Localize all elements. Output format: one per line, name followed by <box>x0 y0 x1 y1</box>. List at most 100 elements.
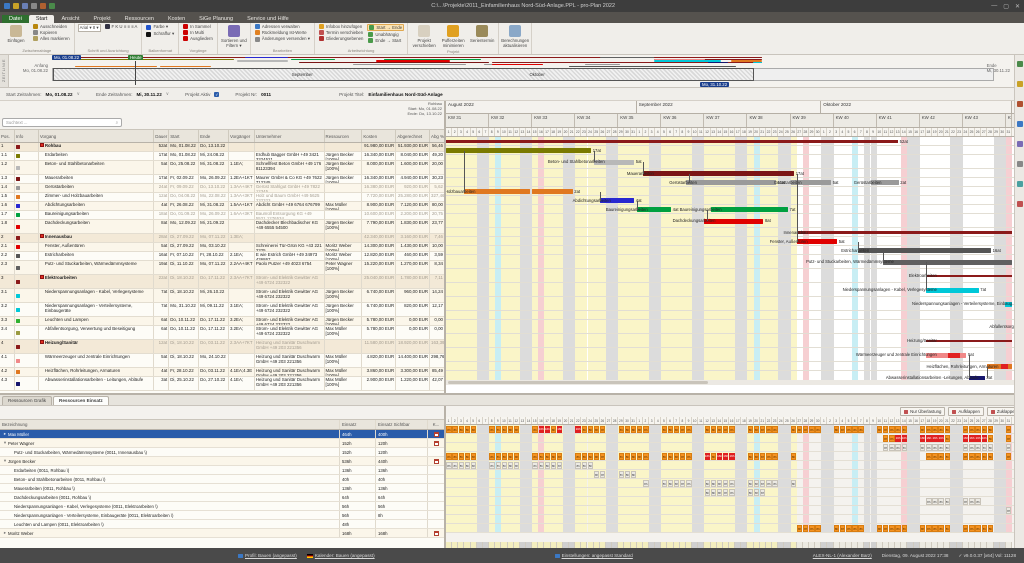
heatmap-hours-cell[interactable]: 8h <box>803 426 809 433</box>
costs-icon[interactable] <box>1016 161 1023 167</box>
heatmap-hours-cell[interactable]: 8h <box>981 453 987 460</box>
gantt-bar-1.7[interactable] <box>710 207 789 212</box>
heatmap-hours-cell[interactable]: 8h <box>513 453 520 460</box>
heatmap-hours-cell[interactable]: 8h <box>963 525 969 532</box>
heatmap-hours-cell[interactable]: 8h <box>889 444 895 451</box>
heatmap-overload-cell[interactable]: 16h <box>963 435 969 442</box>
expander-icon[interactable]: ▸ <box>3 431 7 436</box>
gantt-horizontal-scrollbar[interactable] <box>446 380 1024 385</box>
timeline-heute-badge[interactable]: Heute <box>128 55 144 60</box>
warnings-icon[interactable] <box>1016 201 1023 207</box>
task-row-4.3[interactable]: 4.3 Abwasserinstallationsarbeiten - Leitu… <box>0 377 444 391</box>
timeline-selection-end-badge[interactable]: Mo, 31.10.22 <box>700 82 730 87</box>
heatmap-row[interactable]: 8h 8h 8h 8h 8h 8h 8h 8h 8h 8h 8h 8h 8h 8h 8h <box>446 443 1024 452</box>
gantt-row-2.2[interactable] <box>446 246 1024 255</box>
task-row-1.5[interactable]: 1.5 Zimmer- und Holzbauarbeiten 12at Do, 04… <box>0 193 444 202</box>
heatmap-overload-cell[interactable]: 16h <box>723 453 729 460</box>
panel-tab-ressourcen-einsatz[interactable]: Ressourcen Einsatz <box>53 396 109 405</box>
heatmap-hours-cell[interactable]: 8h <box>901 426 907 433</box>
heatmap-hours-cell[interactable]: 8h <box>507 462 514 469</box>
task-row-1.6[interactable]: 1.6 Abdichtungsarbeiten 4at Fr, 26.08.22 Mi,… <box>0 202 444 211</box>
heatmap-hours-cell[interactable]: 8h <box>846 525 852 532</box>
resource-row[interactable]: ▾ Peter Wagner 152h 120h <box>0 439 444 448</box>
heatmap-hours-cell[interactable]: 8h <box>501 453 507 460</box>
calendar-icon[interactable] <box>1016 181 1023 187</box>
resource-row[interactable]: Beton- und Stahlbetonarbeiten (0011, Roh… <box>0 475 444 484</box>
task-row-1.4[interactable]: 1.4 Gerüstarbeiten 24at Fr, 09.09.22 Do, 13.… <box>0 184 444 193</box>
heatmap-hours-cell[interactable]: 8h <box>673 453 680 460</box>
minimize-icon[interactable]: — <box>991 2 998 9</box>
heatmap-hours-cell[interactable]: 8h <box>895 525 901 532</box>
gantt-bar-4.3[interactable] <box>968 375 985 381</box>
ribbon-button-unabhängig[interactable]: Unabhängig <box>367 32 404 37</box>
gantt-bar-1.5[interactable] <box>464 189 530 194</box>
ribbon-button-ausschneiden[interactable]: Ausschneiden <box>32 24 71 29</box>
task-row-1.7[interactable]: 1.7 Baureinigungsarbeiten 18at Do, 01.09.22… <box>0 211 444 220</box>
heatmap-hours-cell[interactable]: 8h <box>883 435 889 442</box>
start-zeitrahmen-value[interactable]: Mo, 01.08.22 <box>45 91 73 97</box>
ribbon-tab-ansicht[interactable]: Ansicht <box>61 16 80 22</box>
heatmap-overload-cell[interactable]: 16h <box>938 435 944 442</box>
heatmap-hours-cell[interactable]: 8h <box>932 498 938 505</box>
heatmap-hours-cell[interactable]: 8h <box>747 453 754 460</box>
heatmap-hours-cell[interactable]: 8h <box>766 453 772 460</box>
ribbon-button-f-k-u-a[interactable]: F K U ≡ ≡ ≡ A <box>104 24 139 29</box>
heatmap-hours-cell[interactable]: 8h <box>661 480 667 487</box>
ribbon-button-schraffur-[interactable]: Schraffur ▾ <box>145 31 175 37</box>
heatmap-hours-cell[interactable]: 8h <box>593 471 600 478</box>
ribbon-tab-ressourcen[interactable]: Ressourcen <box>124 16 154 22</box>
projekt-aktiv-checkbox[interactable]: ✓ <box>214 91 220 97</box>
heatmap-hours-cell[interactable]: 8h <box>883 525 889 532</box>
timeline-start-badge[interactable]: Mo, 01.08.22 <box>52 55 82 60</box>
heatmap-button-aufklappen[interactable]: Aufklappen <box>948 407 984 416</box>
heatmap-hours-cell[interactable]: 8h <box>883 444 889 451</box>
heatmap-hours-cell[interactable]: 8h <box>729 480 735 487</box>
column-header-pos-[interactable]: Pos. <box>0 130 15 142</box>
heatmap-hours-cell[interactable]: 8h <box>876 525 883 532</box>
ribbon-button-einfügen[interactable]: Einfügen <box>3 24 29 47</box>
heatmap-hours-cell[interactable]: 8h <box>1006 507 1012 514</box>
heatmap-hours-cell[interactable]: 8h <box>926 444 932 451</box>
new-file-icon[interactable] <box>4 3 10 9</box>
heatmap-button-nur-überlastung[interactable]: Nur Überlastung <box>900 407 946 416</box>
heatmap-hours-cell[interactable]: 8h <box>452 462 458 469</box>
heatmap-hours-cell[interactable]: 8h <box>704 426 711 433</box>
heatmap-hours-cell[interactable]: 8h <box>987 435 994 442</box>
gantt-bar-3.1[interactable] <box>925 287 979 293</box>
gantt-row-2[interactable] <box>446 228 1024 237</box>
ribbon-tab-start[interactable]: Start <box>28 15 55 23</box>
heatmap-row[interactable]: 8h 8h 8h 8h 8h 8h 8h 8h 8h 8h 8h 16h 16h 8h 16h 16h 8h 8h… <box>446 425 1024 434</box>
gantt-bar-1.2[interactable] <box>593 159 635 165</box>
ribbon-button-ende-start[interactable]: Ende → Start <box>367 38 404 43</box>
heatmap-hours-cell[interactable]: 8h <box>975 498 981 505</box>
heatmap-overload-cell[interactable]: 16h <box>716 453 723 460</box>
documents-icon[interactable] <box>1016 141 1023 147</box>
heatmap-hours-cell[interactable]: 8h <box>987 444 994 451</box>
heatmap-hours-cell[interactable]: 8h <box>581 453 587 460</box>
gantt-day-header[interactable]: 1 2 3 4 5 6 7 8 9 10 11 12 13 14 15 16 17 18 19 20 21 22 23 24 2… <box>446 128 1024 137</box>
heatmap-hours-cell[interactable]: 8h <box>858 525 864 532</box>
heatmap-hours-cell[interactable]: 8h <box>975 444 981 451</box>
ribbon-button-pufferzeiten-minimieren[interactable]: Pufferzeiten minimieren <box>440 24 466 48</box>
column-header-kosten[interactable]: Kosten <box>362 130 397 142</box>
calendar-icon[interactable] <box>433 530 439 536</box>
font-family-select[interactable]: Arial ▾ 8 ▾ <box>77 24 101 32</box>
resource-row[interactable]: Niederspannungsanlagen - Kabel, Verleges… <box>0 502 444 511</box>
calendar-icon[interactable] <box>433 440 439 446</box>
heatmap-hours-cell[interactable]: 8h <box>513 462 520 469</box>
resource-profile-icon[interactable] <box>1016 61 1023 67</box>
gantt-bar-1.5[interactable] <box>532 189 573 194</box>
expander-icon[interactable]: ▾ <box>3 458 7 463</box>
gantt-bar-3[interactable] <box>925 274 1013 278</box>
ribbon-button-ausgliedern[interactable]: Ausgliedern <box>182 36 214 41</box>
ribbon-button-serientermin[interactable]: Serientermin <box>469 24 495 48</box>
gantt-bar-2.2[interactable] <box>858 248 992 253</box>
timeline-track[interactable]: September Oktober <box>52 68 994 81</box>
heatmap-hours-cell[interactable]: 8h <box>944 453 950 460</box>
heatmap-hours-cell[interactable]: 8h <box>507 453 514 460</box>
heatmap-overload-cell[interactable]: 16h <box>932 435 938 442</box>
heatmap-hours-cell[interactable]: 8h <box>944 426 950 433</box>
heatmap-hours-cell[interactable]: 8h <box>963 453 969 460</box>
heatmap-hours-cell[interactable]: 8h <box>790 480 797 487</box>
heatmap-hours-cell[interactable]: 8h <box>889 426 895 433</box>
